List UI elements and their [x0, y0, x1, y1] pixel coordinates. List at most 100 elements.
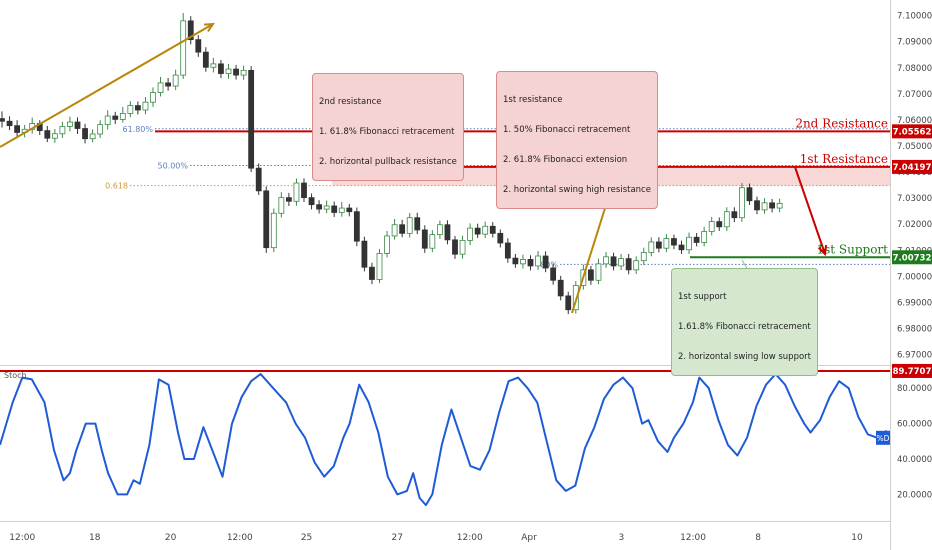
candle-body — [255, 167, 262, 192]
candle-body — [723, 211, 730, 228]
candle-body — [504, 242, 511, 259]
callout-line: 1st resistance — [503, 95, 563, 105]
candle-body — [233, 68, 239, 76]
candle-body — [384, 235, 390, 254]
candle-body — [187, 20, 194, 41]
candle-body — [180, 20, 187, 76]
candle-body — [82, 128, 88, 140]
candle-body — [172, 74, 179, 87]
candle-body — [218, 63, 224, 74]
price-tick-label: 7.10000 — [897, 12, 932, 22]
time-tick-label: 10 — [851, 533, 863, 543]
price-tick-label: 6.99000 — [897, 298, 932, 308]
candle-body — [346, 207, 353, 213]
time-tick-label: 3 — [618, 533, 624, 543]
candle-body — [6, 120, 13, 127]
callout-line: 1. 61.8% Fibonacci retracement — [319, 127, 455, 137]
candle-body — [633, 260, 640, 271]
candle-body — [648, 241, 655, 253]
candle-body — [618, 258, 624, 267]
uptrend-arrow-head — [203, 22, 215, 33]
price-tick-label: 6.97000 — [897, 351, 932, 361]
price-tick-label: 7.02000 — [897, 220, 932, 230]
candle-body — [489, 225, 496, 234]
candle-body — [746, 187, 753, 202]
candle-body — [104, 115, 111, 126]
candle-body — [134, 105, 141, 111]
price-tick-label: 7.07000 — [897, 90, 932, 100]
candle-body — [293, 182, 300, 202]
candle-body — [316, 204, 323, 210]
candle-body — [67, 121, 73, 127]
price-tick-label: 7.08000 — [897, 64, 932, 74]
candle-body — [285, 197, 292, 202]
callout-line: 2. horizontal swing high resistance — [503, 185, 651, 195]
candle-body — [195, 39, 202, 53]
candle-body — [150, 92, 156, 103]
candle-body — [686, 236, 692, 251]
candle-body — [74, 121, 81, 129]
candle-body — [731, 211, 738, 219]
candle-body — [482, 225, 489, 235]
candle-body — [452, 239, 458, 255]
candle-body — [240, 69, 247, 76]
level-caption: 2nd Resistance — [795, 116, 888, 130]
time-tick-label: 27 — [391, 533, 402, 543]
candle-body — [376, 253, 383, 280]
callout-line: 1.61.8% Fibonacci retracement — [678, 322, 811, 332]
candle-body — [353, 211, 360, 242]
price-tick-label: 7.00000 — [897, 272, 932, 282]
candle-body — [202, 51, 209, 68]
price-tick-label: 7.09000 — [897, 38, 932, 48]
first-support-callout: 1st support 1.61.8% Fibonacci retracemen… — [671, 268, 818, 376]
candle-body — [391, 224, 398, 237]
osc-level-badge-text: 89.7707 — [893, 367, 932, 377]
candle-body — [14, 125, 21, 133]
candle-body — [708, 221, 715, 232]
candle-body — [323, 205, 330, 210]
candle-body — [557, 279, 564, 297]
forecast-arrow — [794, 166, 826, 255]
price-tick-label: 6.98000 — [897, 325, 932, 335]
callout-line: 1st support — [678, 292, 727, 302]
callout-line: 2. horizontal swing low support — [678, 352, 811, 362]
oscillator-line — [0, 373, 888, 507]
price-tick-label: 7.05000 — [897, 142, 932, 152]
candle-body — [225, 68, 232, 74]
candle-body — [459, 239, 466, 255]
candle-body — [754, 200, 760, 211]
candle-body — [739, 187, 745, 219]
price-tick-label: 7.06000 — [897, 116, 932, 126]
forecast-arrow-head — [817, 244, 828, 257]
callout-line: 2. horizontal pullback resistance — [319, 157, 457, 167]
candle-body — [263, 190, 270, 249]
candle-body — [761, 202, 768, 211]
candle-body — [610, 256, 617, 267]
time-tick-label: 12:00 — [680, 533, 706, 543]
time-tick-label: 25 — [301, 533, 312, 543]
osc-tick-label: 80.0000 — [897, 384, 932, 394]
time-tick-label: 8 — [755, 533, 761, 543]
candle-body — [542, 255, 549, 269]
candle-body — [693, 236, 700, 243]
candle-body — [59, 126, 66, 135]
time-tick-label: 20 — [165, 533, 177, 543]
fib-level-label: 0.618 — [105, 182, 128, 191]
candle-body — [119, 113, 126, 120]
candle-body — [361, 240, 368, 268]
candle-body — [89, 133, 96, 140]
osc-tick-label: 60.0000 — [897, 420, 932, 430]
candle-body — [588, 269, 594, 281]
candle-body — [603, 256, 609, 265]
time-tick-label: 12:00 — [457, 533, 483, 543]
candle-body — [165, 82, 172, 87]
candle-body — [331, 205, 338, 213]
candle-body — [406, 217, 413, 234]
second-resistance-callout: 2nd resistance 1. 61.8% Fibonacci retrac… — [312, 73, 464, 181]
callout-line: 1. 50% Fibonacci retracement — [503, 125, 631, 135]
candle-body — [716, 221, 723, 228]
candle-body — [701, 231, 708, 243]
candle-body — [399, 224, 406, 234]
osc-current-badge-text: %D — [877, 434, 890, 443]
candle-body — [301, 182, 307, 199]
